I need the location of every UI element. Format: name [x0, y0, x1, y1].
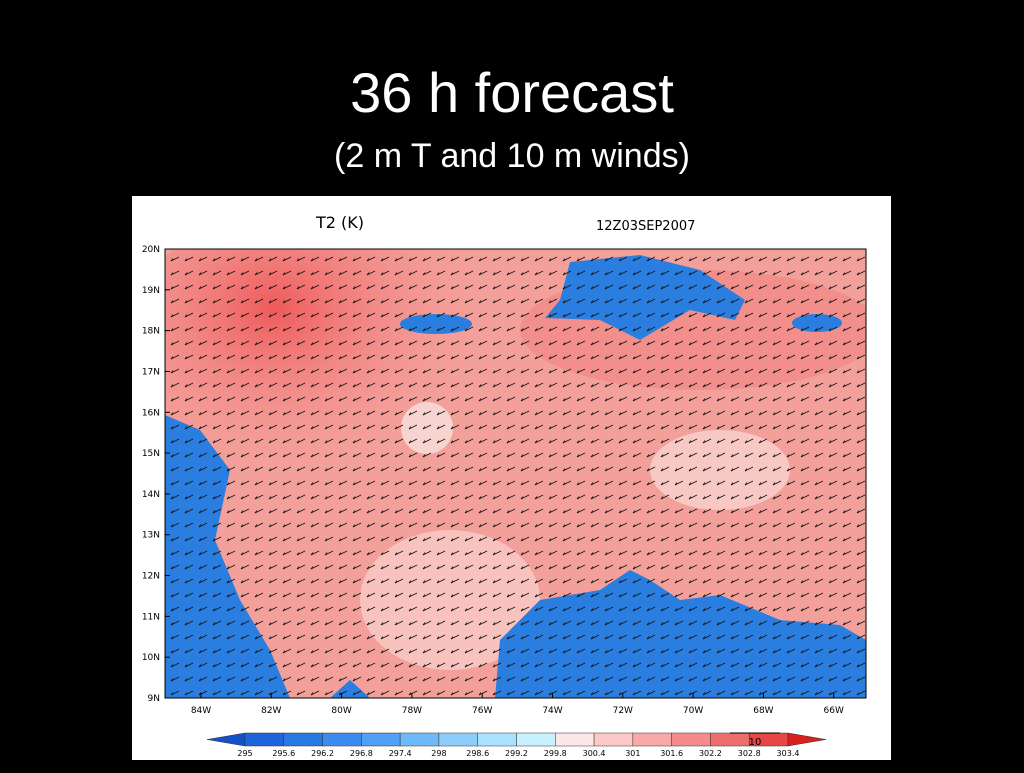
colorbar-label: 302.8 — [738, 749, 761, 758]
lat-label: 15N — [142, 449, 160, 459]
colorbar-box — [477, 732, 517, 747]
lat-label: 12N — [142, 572, 160, 582]
colorbar-box — [516, 732, 556, 747]
colorbar-box — [671, 732, 711, 747]
colorbar-label: 301.6 — [660, 749, 683, 758]
field-label: T2 (K) — [315, 213, 364, 232]
map-frame — [164, 248, 867, 699]
colorbar-box — [244, 732, 285, 747]
colorbar-end — [787, 732, 827, 747]
slide-subtitle: (2 m T and 10 m winds) — [334, 137, 690, 175]
valid-time: 12Z03SEP2007 — [596, 219, 695, 234]
lon-label: 68W — [753, 706, 773, 716]
colorbar-box — [399, 732, 440, 747]
colorbar-box — [283, 732, 323, 747]
lon-label: 80W — [331, 706, 351, 716]
slide-title: 36 h forecast — [350, 61, 674, 124]
lon-label: 74W — [542, 706, 562, 716]
colorbar-label: 297.4 — [389, 749, 412, 758]
colorbar-box — [438, 732, 478, 747]
lat-label: 10N — [142, 653, 160, 663]
lat-label: 19N — [142, 286, 160, 296]
lat-label: 9N — [148, 694, 160, 704]
lon-label: 78W — [402, 706, 422, 716]
colorbar-label: 300.4 — [583, 749, 606, 758]
colorbar-label: 299.2 — [505, 749, 528, 758]
colorbar-box — [555, 732, 595, 747]
colorbar-box — [632, 732, 672, 747]
colorbar-label: 302.2 — [699, 749, 722, 758]
colorbar-label: 301 — [625, 749, 640, 758]
colorbar-box — [710, 732, 750, 747]
lon-label: 66W — [824, 706, 844, 716]
colorbar-label: 295.6 — [272, 749, 295, 758]
lat-label: 11N — [142, 612, 160, 622]
lon-label: 84W — [191, 706, 211, 716]
lon-label: 72W — [613, 706, 633, 716]
lat-label: 14N — [142, 490, 160, 500]
colorbar: 295 295.6 296.2 296.8 297.4 298 298.6 299.2 299.… — [206, 732, 827, 758]
lon-label: 82W — [261, 706, 281, 716]
lat-label: 17N — [142, 367, 160, 377]
colorbar-label: 298 — [431, 749, 446, 758]
colorbar-box — [322, 732, 362, 747]
colorbar-box — [361, 732, 401, 747]
lat-label: 18N — [142, 327, 160, 337]
lon-label: 70W — [683, 706, 703, 716]
colorbar-label: 303.4 — [777, 749, 800, 758]
colorbar-label: 296.8 — [350, 749, 373, 758]
lon-label: 76W — [472, 706, 492, 716]
lat-label: 16N — [142, 408, 160, 418]
colorbar-label: 295 — [237, 749, 252, 758]
colorbar-box — [593, 732, 634, 747]
lat-label: 20N — [142, 245, 160, 255]
colorbar-label: 298.6 — [466, 749, 489, 758]
colorbar-label: 296.2 — [311, 749, 334, 758]
colorbar-label: 299.8 — [544, 749, 567, 758]
vector-reference-label: 10 — [749, 737, 762, 748]
lat-label: 13N — [142, 531, 160, 541]
map-field — [165, 249, 866, 698]
